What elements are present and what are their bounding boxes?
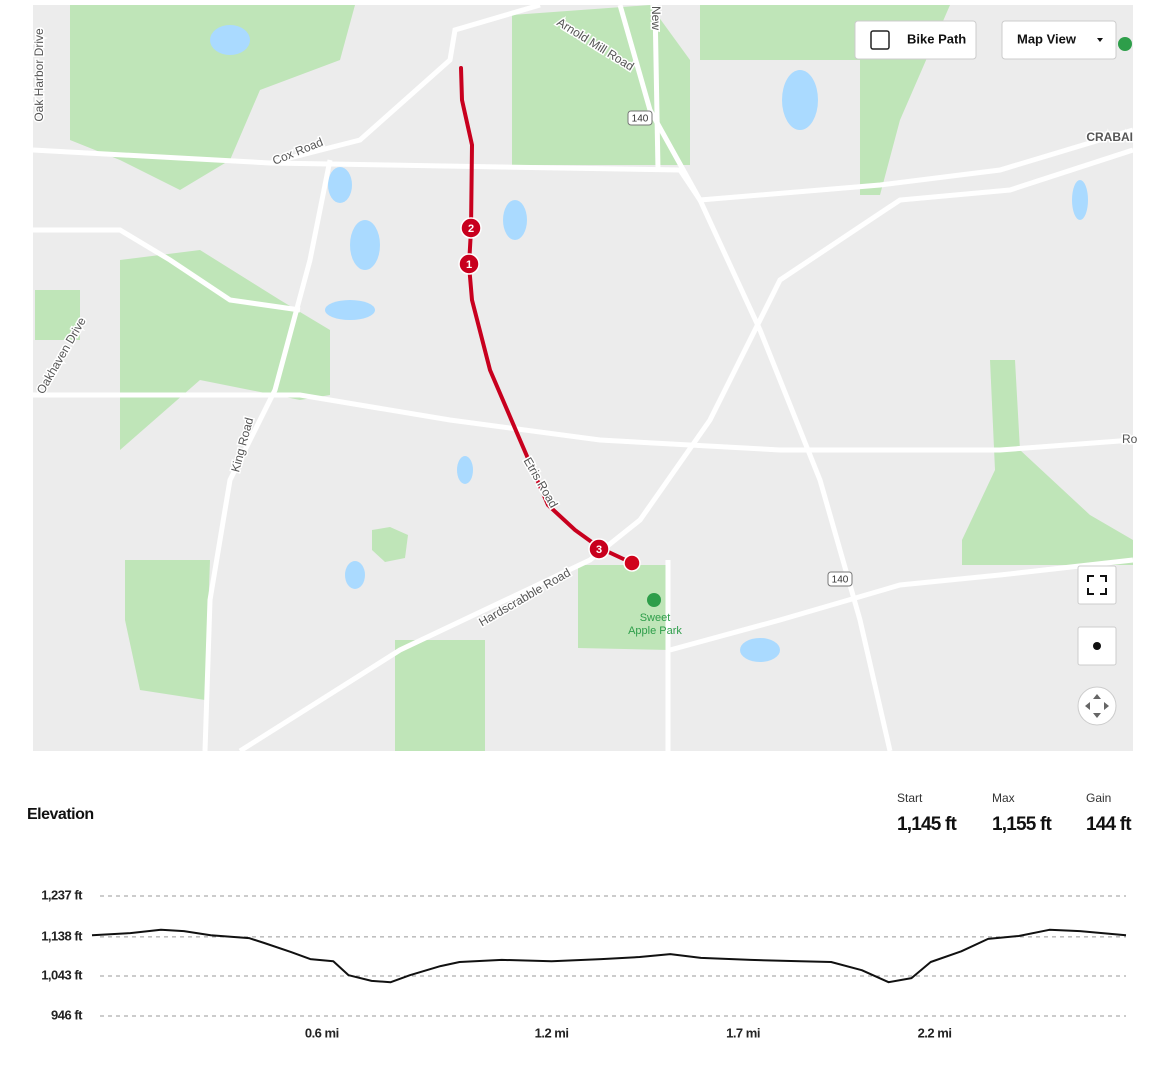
road-label: New [649, 6, 663, 30]
stat-value: 1,155 ft [992, 814, 1053, 835]
map-controls: Bike Path Map View [854, 20, 1132, 726]
marker-label: 3 [596, 544, 602, 556]
route [459, 66, 634, 565]
route-end [623, 554, 641, 572]
elevation-panel: Elevation Start 1,145 ft Max 1,155 ft Ga… [27, 791, 1133, 835]
park-label: Sweet [640, 612, 671, 624]
marker[interactable] [588, 538, 610, 560]
parks [35, 5, 1133, 751]
place-label: CRABAI [1086, 130, 1133, 144]
y-tick-label: 946 ft [51, 1007, 83, 1022]
park-icon [647, 593, 661, 607]
x-tick-label: 0.6 mi [305, 1025, 339, 1040]
shield [827, 571, 853, 587]
road-label: Ro [1122, 432, 1138, 446]
y-tick-label: 1,237 ft [41, 887, 83, 902]
recenter-icon [1093, 642, 1101, 650]
water [210, 25, 1088, 662]
fullscreen-button[interactable] [1077, 565, 1117, 605]
x-tick-label: 1.2 mi [535, 1025, 569, 1040]
marker[interactable] [458, 253, 480, 275]
tree-icon [1118, 37, 1132, 51]
map-view-label: Map View [1017, 31, 1077, 46]
elevation-line [91, 928, 1127, 984]
bike-path-label: Bike Path [907, 31, 966, 46]
y-tick-label: 1,043 ft [41, 967, 83, 982]
x-tick-label: 2.2 mi [918, 1025, 952, 1040]
map-view-select[interactable] [1001, 20, 1117, 60]
caret [1097, 38, 1103, 42]
elevation-chart: 1,237 ft 1,138 ft 1,043 ft 946 ft 0.6 mi 1.2 … [41, 887, 1127, 1040]
elevation-title: Elevation [27, 806, 94, 823]
fullscreen-icon [1087, 575, 1107, 595]
stat-label: Max [992, 791, 1015, 805]
stat-label: Start [897, 791, 923, 805]
marker[interactable] [460, 217, 482, 239]
y-tick-label: 1,138 ft [41, 928, 83, 943]
stat-value: 144 ft [1086, 814, 1132, 835]
markers: 1 2 3 [458, 217, 610, 560]
compass-icon [1085, 694, 1109, 718]
shield-label: 140 [832, 575, 849, 586]
marker-label: 2 [468, 223, 474, 235]
map[interactable]: 1 2 3 Arnold Mill Road New Cox Road CRAB… [31, 2, 1139, 754]
park-label: Apple Park [628, 625, 682, 637]
road-label: Oak Harbor Drive [32, 28, 46, 122]
stat-label: Gain [1086, 791, 1111, 805]
checkbox[interactable] [870, 30, 890, 50]
shield-label: 140 [632, 114, 649, 125]
compass-button[interactable] [1077, 686, 1117, 726]
marker-label: 1 [466, 259, 472, 271]
roads [32, 2, 1134, 754]
x-tick-label: 1.7 mi [726, 1025, 760, 1040]
stat-value: 1,145 ft [897, 814, 958, 835]
shield [627, 110, 653, 126]
